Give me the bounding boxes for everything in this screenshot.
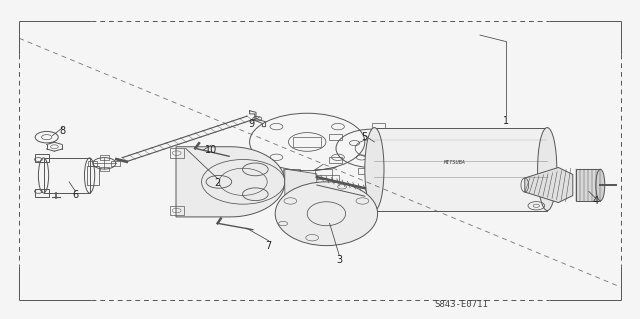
Text: 6: 6 xyxy=(72,189,79,200)
Bar xyxy=(329,157,342,163)
Text: 5: 5 xyxy=(362,132,368,142)
Ellipse shape xyxy=(596,169,605,201)
Bar xyxy=(329,134,342,140)
Bar xyxy=(44,158,90,193)
Bar xyxy=(100,167,109,171)
Bar xyxy=(275,175,339,188)
Text: 9: 9 xyxy=(248,119,255,130)
Bar xyxy=(315,169,332,179)
Bar xyxy=(576,169,600,201)
Bar xyxy=(35,189,49,197)
Bar xyxy=(87,166,99,185)
Bar xyxy=(283,169,300,179)
Text: S843-E0711: S843-E0711 xyxy=(434,300,488,309)
Text: 10: 10 xyxy=(205,145,218,155)
Bar xyxy=(293,137,321,147)
Bar xyxy=(401,157,413,163)
Text: 2: 2 xyxy=(214,178,221,189)
Polygon shape xyxy=(176,147,285,217)
Text: 8: 8 xyxy=(60,126,66,136)
Bar xyxy=(372,123,385,129)
Bar xyxy=(401,134,413,140)
Bar xyxy=(100,155,109,160)
Ellipse shape xyxy=(538,128,557,211)
Bar xyxy=(358,168,371,174)
Ellipse shape xyxy=(275,182,378,246)
Text: MITSUBA: MITSUBA xyxy=(444,160,465,165)
Polygon shape xyxy=(285,169,317,195)
Bar xyxy=(170,148,184,158)
Bar xyxy=(170,206,184,215)
Bar xyxy=(111,161,120,166)
Text: 7: 7 xyxy=(266,241,272,251)
Text: 4: 4 xyxy=(592,196,598,206)
Bar xyxy=(374,128,547,211)
Polygon shape xyxy=(525,167,573,203)
Ellipse shape xyxy=(365,128,384,211)
Text: 1: 1 xyxy=(502,116,509,126)
Text: 3: 3 xyxy=(336,255,342,265)
Bar xyxy=(35,154,49,162)
Bar xyxy=(88,161,97,166)
